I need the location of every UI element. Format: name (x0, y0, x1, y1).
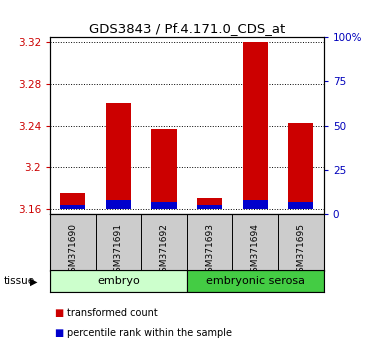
Text: tissue: tissue (4, 276, 35, 286)
Text: percentile rank within the sample: percentile rank within the sample (67, 328, 232, 338)
Bar (187, 270, 324, 292)
Bar (197, 198, 222, 209)
Text: GSM371690: GSM371690 (68, 223, 77, 278)
Bar (151, 202, 176, 209)
Bar (106, 200, 131, 209)
Bar (288, 202, 313, 209)
Text: GSM371691: GSM371691 (114, 223, 123, 278)
Bar (106, 103, 131, 209)
Bar (243, 200, 268, 209)
Text: GSM371693: GSM371693 (205, 223, 214, 278)
Bar (50, 270, 187, 292)
Text: ■: ■ (54, 308, 63, 318)
Bar (151, 129, 176, 209)
Text: GSM371692: GSM371692 (159, 223, 168, 278)
Text: GSM371695: GSM371695 (296, 223, 305, 278)
Text: GSM371694: GSM371694 (251, 223, 260, 278)
Text: transformed count: transformed count (67, 308, 157, 318)
Bar (60, 205, 85, 209)
Bar (288, 122, 313, 209)
Text: embryo: embryo (97, 276, 140, 286)
Bar (60, 193, 85, 209)
Bar (197, 205, 222, 209)
Bar (243, 42, 268, 209)
Title: GDS3843 / Pf.4.171.0_CDS_at: GDS3843 / Pf.4.171.0_CDS_at (89, 22, 285, 35)
Text: embryonic serosa: embryonic serosa (206, 276, 305, 286)
Text: ▶: ▶ (30, 277, 38, 287)
Text: ■: ■ (54, 328, 63, 338)
